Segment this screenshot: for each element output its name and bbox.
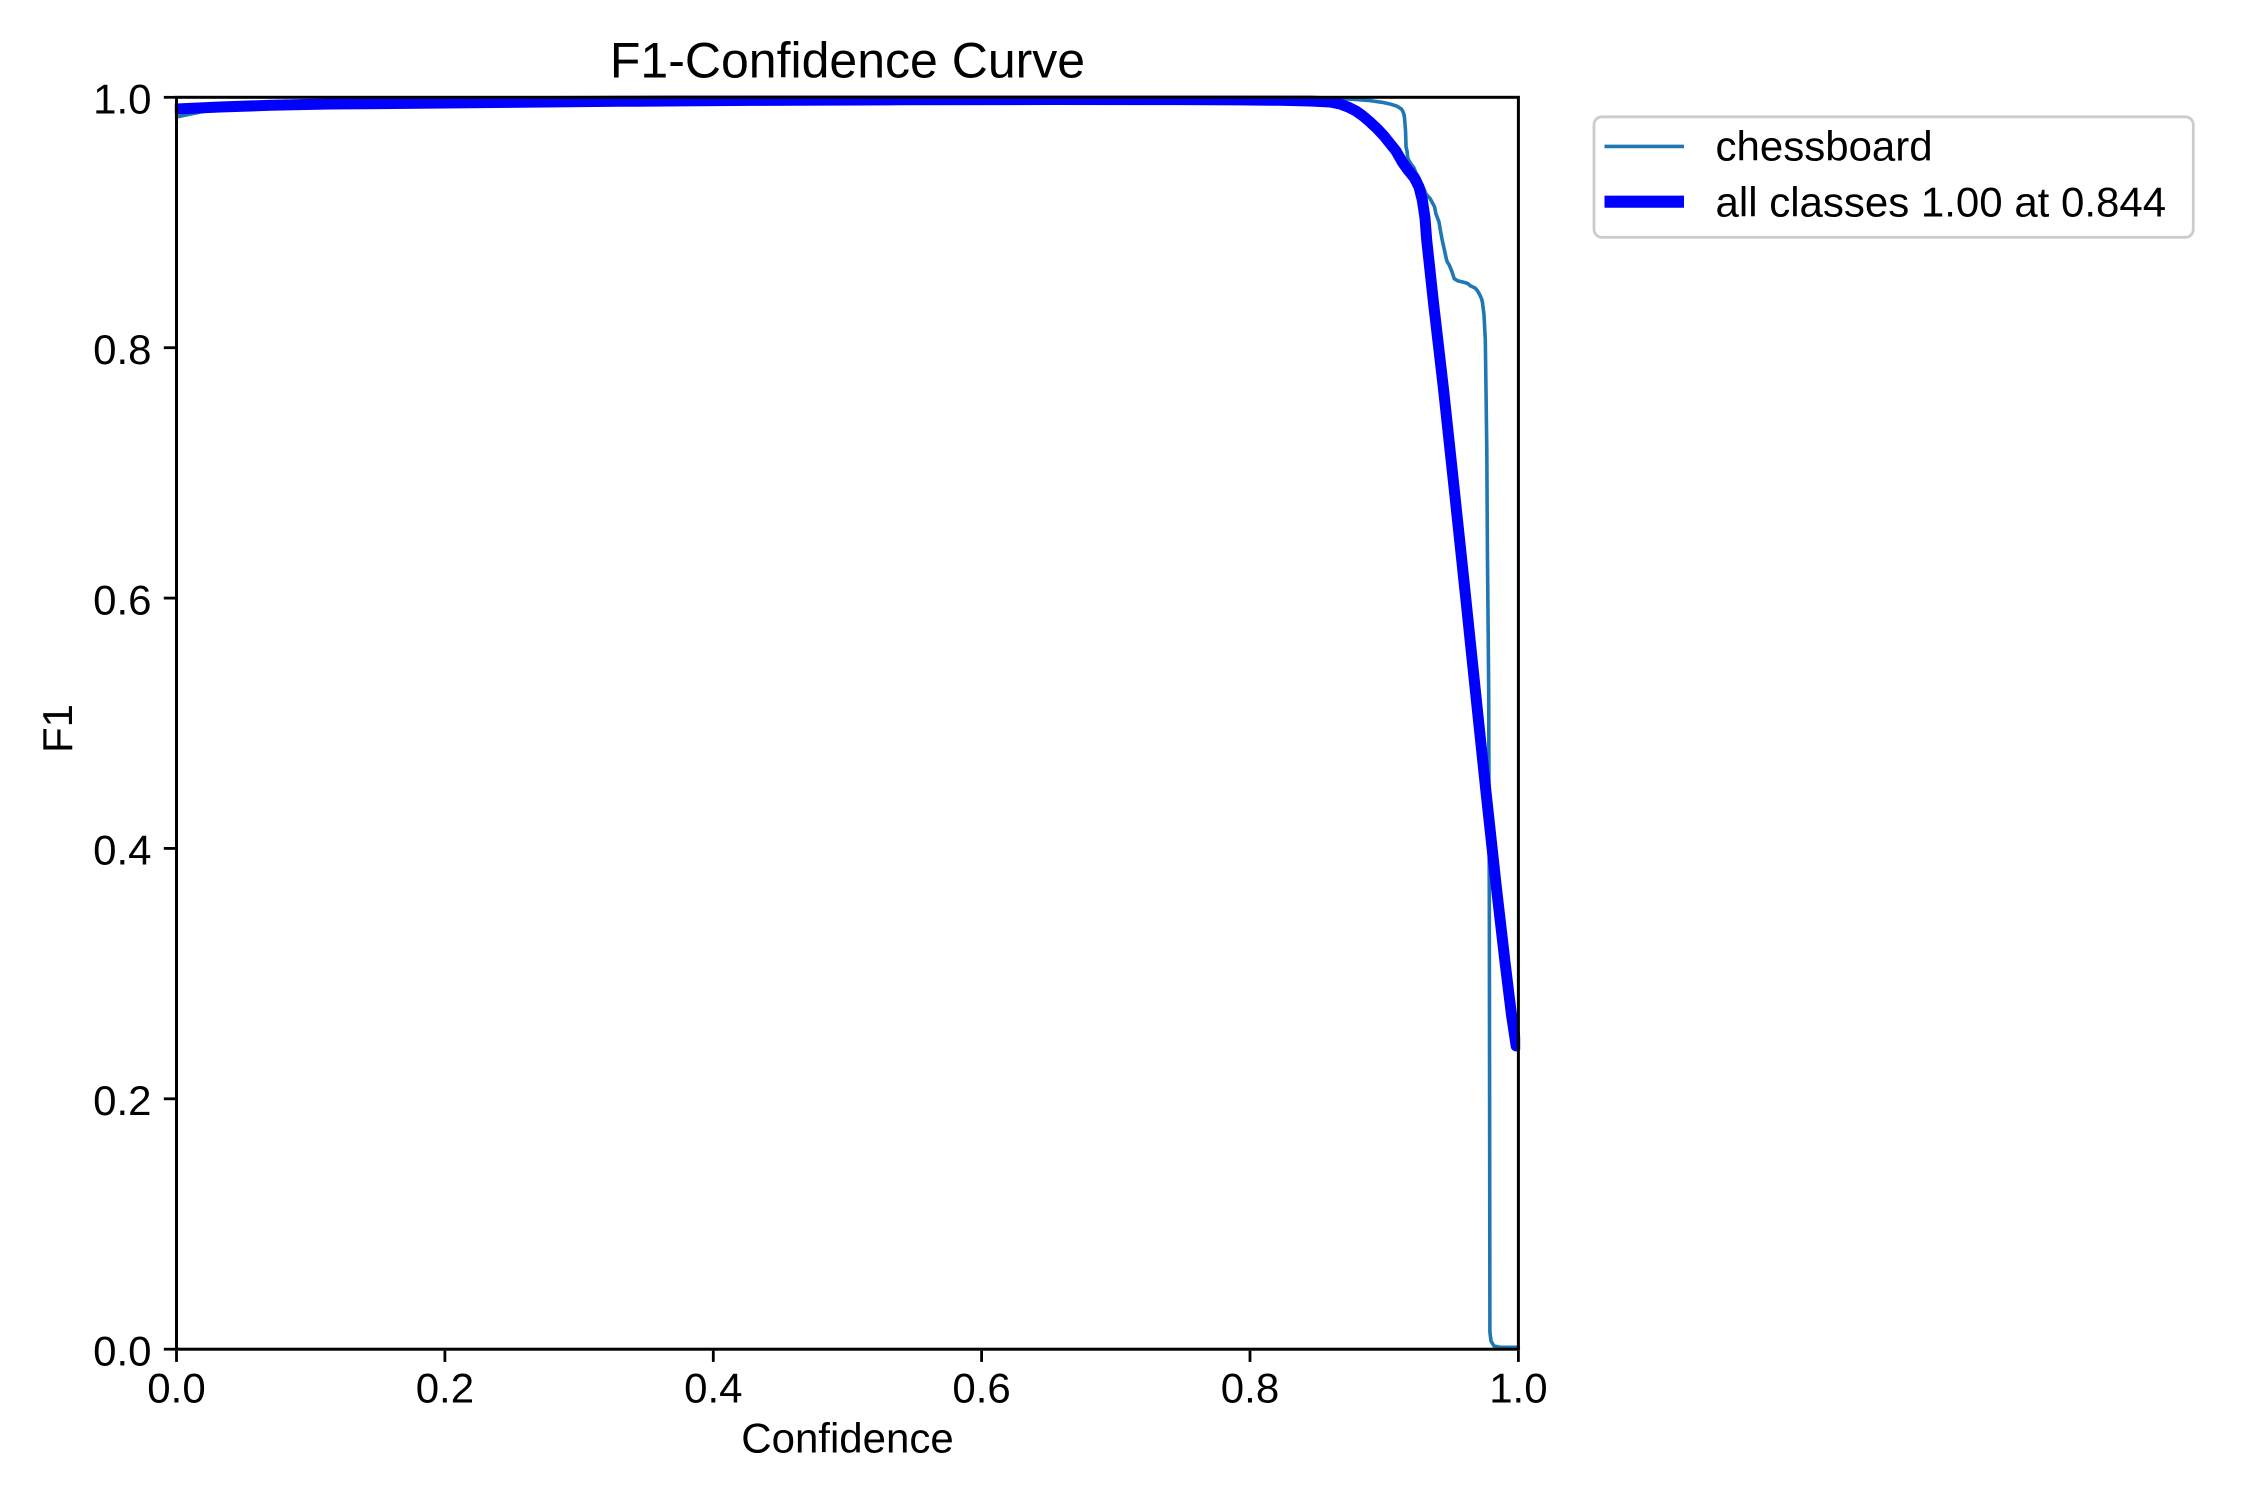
- svg-text:1.0: 1.0: [1489, 1364, 1547, 1411]
- svg-text:chessboard: chessboard: [1716, 123, 1933, 170]
- svg-text:0.8: 0.8: [93, 326, 151, 373]
- svg-text:0.0: 0.0: [147, 1364, 205, 1411]
- svg-text:0.4: 0.4: [684, 1364, 742, 1411]
- svg-text:all classes 1.00 at 0.844: all classes 1.00 at 0.844: [1716, 179, 2167, 226]
- svg-text:0.6: 0.6: [952, 1364, 1010, 1411]
- svg-text:0.2: 0.2: [416, 1364, 474, 1411]
- svg-text:F1: F1: [34, 704, 81, 753]
- svg-text:0.8: 0.8: [1221, 1364, 1279, 1411]
- svg-text:0.6: 0.6: [93, 576, 151, 623]
- svg-text:F1-Confidence Curve: F1-Confidence Curve: [610, 33, 1085, 89]
- svg-text:0.2: 0.2: [93, 1077, 151, 1124]
- svg-text:Confidence: Confidence: [741, 1414, 953, 1461]
- svg-text:0.0: 0.0: [93, 1328, 151, 1375]
- svg-text:1.0: 1.0: [93, 76, 151, 123]
- svg-text:0.4: 0.4: [93, 827, 151, 874]
